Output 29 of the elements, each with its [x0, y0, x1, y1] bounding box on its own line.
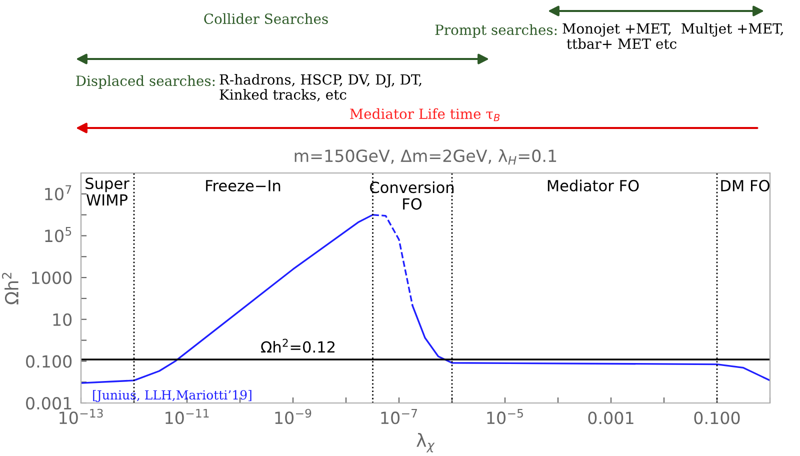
y-tick-label: 1000: [32, 272, 72, 284]
x-tick-label: 0.001: [588, 412, 634, 424]
text: Displaced searches:: [76, 75, 215, 89]
y-tick-label: 0.100: [26, 355, 72, 368]
y-tick-label: 10: [53, 313, 72, 326]
y-tick-label: 10$^{5}$: [45, 227, 72, 242]
annotation: Mediator FO: [548, 180, 639, 192]
text: Prompt searches:: [435, 24, 557, 38]
x-tick-label: 10$^{−7}$: [381, 408, 417, 424]
text: Monojet +MET, Multjet +MET, ttbar+ MET etc: [562, 23, 783, 49]
annotation: Conversion FO: [370, 181, 454, 210]
annotation: Super WIMP: [86, 178, 130, 206]
x-tick-label: 10$^{−9}$: [275, 408, 312, 424]
chart-title: m=150GeV, Δm=2GeV, λ$_{H}$=0.1: [294, 149, 556, 165]
x-tick-label: 10$^{−11}$: [166, 408, 209, 424]
x-axis-title: λ$_{χ}$: [416, 433, 435, 452]
annotation: DM FO: [721, 180, 770, 192]
text: Collider Searches: [204, 13, 328, 24]
y-axis-title: Ωh$^{2}$: [2, 272, 18, 304]
x-tick-label: 0.100: [694, 412, 740, 424]
y-tick-label: 10$^{7}$: [45, 185, 72, 200]
x-tick-label: 10$^{−5}$: [487, 408, 523, 424]
x-tick-label: 10$^{−13}$: [60, 408, 103, 424]
annotation: [Junius, LLH,Mariotti’19]: [93, 390, 252, 402]
y-tick-label: 0.001: [26, 396, 72, 410]
annotation: Freeze−In: [206, 180, 280, 192]
text: R-hadrons, HSCP, DV, DJ, DT, Kinked tracks, etc: [220, 74, 422, 102]
text: Mediator Life time τ$_{B}$: [350, 108, 500, 122]
ref-line-label: Ωh$^{2}$=0.12: [261, 338, 334, 353]
